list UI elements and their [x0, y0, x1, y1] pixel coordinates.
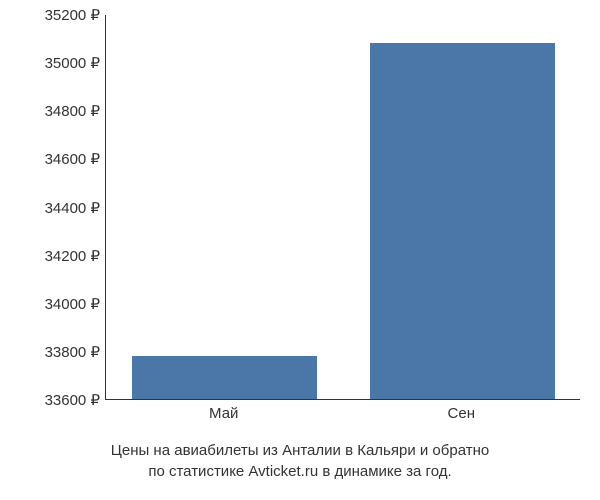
y-tick-label: 34000 ₽: [45, 295, 100, 313]
plot-area: [105, 15, 580, 400]
y-tick-label: 35200 ₽: [45, 6, 100, 24]
y-tick-label: 33600 ₽: [45, 391, 100, 409]
x-tick-label: Сен: [448, 405, 475, 422]
y-tick-label: 35000 ₽: [45, 54, 100, 72]
bar: [370, 43, 555, 399]
y-tick-label: 34400 ₽: [45, 199, 100, 217]
bar: [132, 356, 317, 399]
y-tick-label: 33800 ₽: [45, 343, 100, 361]
x-tick-label: Май: [209, 405, 238, 422]
caption-line-1: Цены на авиабилеты из Анталии в Кальяри …: [111, 442, 489, 459]
y-tick-label: 34600 ₽: [45, 150, 100, 168]
y-tick-label: 34800 ₽: [45, 102, 100, 120]
caption-line-2: по статистике Avticket.ru в динамике за …: [148, 463, 451, 480]
price-chart: 33600 ₽ 33800 ₽ 34000 ₽ 34200 ₽ 34400 ₽ 34600…: [10, 10, 590, 430]
chart-caption: Цены на авиабилеты из Анталии в Кальяри …: [20, 440, 580, 482]
y-tick-label: 34200 ₽: [45, 247, 100, 265]
